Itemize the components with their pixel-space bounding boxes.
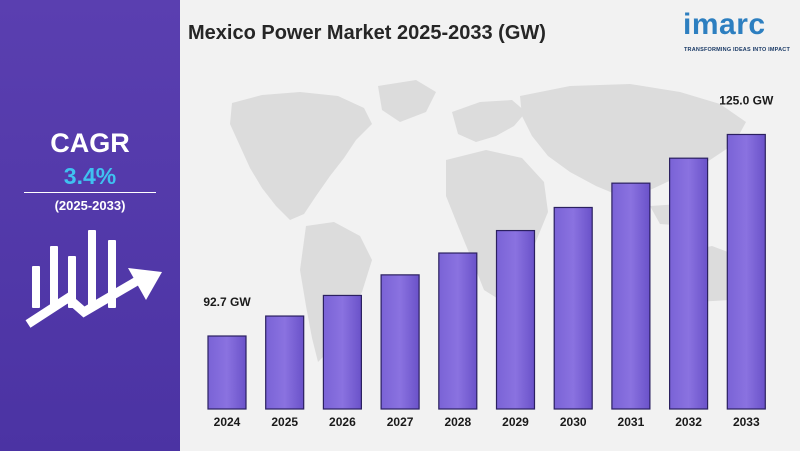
cagr-period: (2025-2033) xyxy=(54,198,126,213)
bar-2030 xyxy=(553,206,593,410)
bar-2026 xyxy=(322,294,362,410)
bar-2032 xyxy=(668,157,709,410)
data-label: 92.7 GW xyxy=(203,295,251,309)
bar-2033 xyxy=(726,133,766,410)
bar-2024 xyxy=(207,335,247,410)
cagr-label: CAGR xyxy=(50,128,130,158)
x-tick-label: 2025 xyxy=(271,415,298,429)
chart-title: Mexico Power Market 2025-2033 (GW) xyxy=(188,22,546,44)
x-tick-label: 2033 xyxy=(733,415,760,429)
bar-2025 xyxy=(265,315,305,410)
x-tick-label: 2028 xyxy=(444,415,471,429)
x-tick-label: 2026 xyxy=(329,415,356,429)
logo-wordmark: imarc xyxy=(683,8,766,41)
bar-2027 xyxy=(380,274,420,410)
growth-bars-arrow-icon xyxy=(25,230,162,328)
x-tick-label: 2030 xyxy=(560,415,587,429)
data-label: 125.0 GW xyxy=(719,93,774,107)
imarc-logo: imarc TRANSFORMING IDEAS INTO IMPACT xyxy=(683,8,793,56)
cagr-panel: CAGR 3.4% (2025-2033) xyxy=(0,0,180,451)
logo-tagline: TRANSFORMING IDEAS INTO IMPACT xyxy=(684,47,791,53)
x-tick-label: 2027 xyxy=(387,415,414,429)
x-tick-label: 2024 xyxy=(214,415,241,429)
bar-2031 xyxy=(611,182,651,410)
cagr-divider xyxy=(24,192,156,193)
cagr-value: 3.4% xyxy=(63,163,117,189)
bar-2028 xyxy=(438,252,478,410)
bar-2029 xyxy=(495,229,536,410)
x-tick-label: 2029 xyxy=(502,415,529,429)
x-tick-label: 2031 xyxy=(618,415,645,429)
x-tick-label: 2032 xyxy=(675,415,702,429)
